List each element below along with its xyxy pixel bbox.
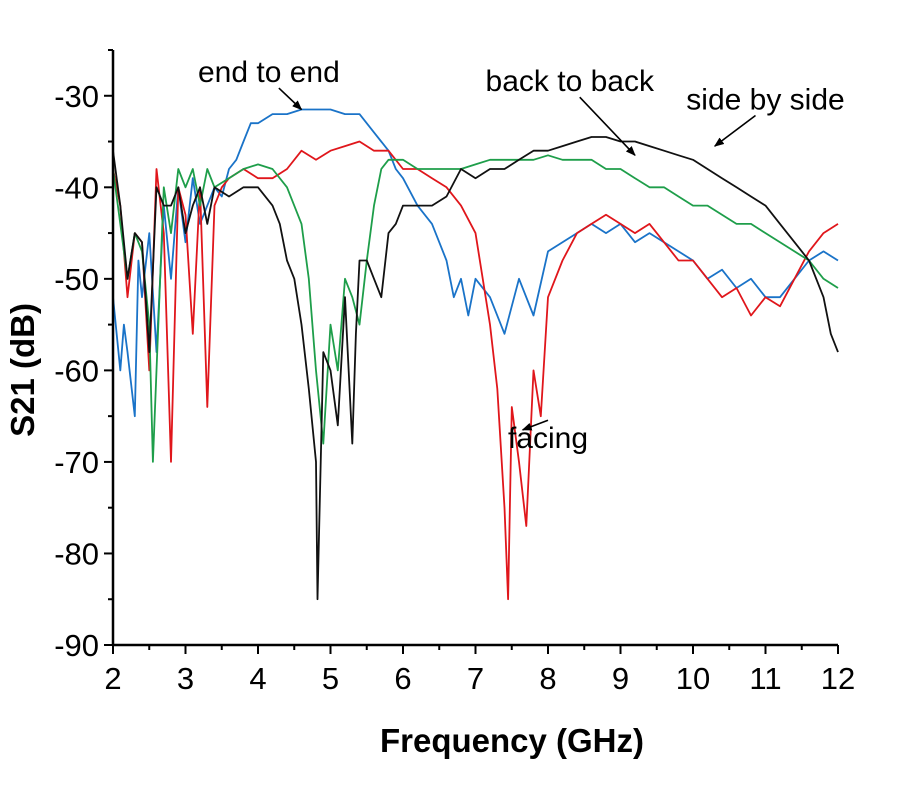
x-tick-label: 8: [539, 661, 556, 696]
y-tick-label: -30: [54, 79, 99, 114]
labels-layer: Frequency (GHz) S21 (dB): [4, 303, 644, 759]
annotation-arrow-2: [579, 96, 636, 156]
series-line-1: [112, 108, 839, 418]
annotation-layer: end to end back to back side by side facing: [198, 56, 845, 455]
y-axis-title: S21 (dB): [4, 303, 41, 437]
annotation-arrow-3: [713, 114, 756, 147]
y-tick-label: -40: [54, 170, 99, 205]
y-tick-label: -70: [54, 445, 99, 480]
x-tick-label: 10: [676, 661, 710, 696]
annotation-label-3: side by side: [686, 84, 844, 117]
x-tick-label: 7: [467, 661, 484, 696]
annotation-label-1: end to end: [198, 56, 340, 89]
y-tick-label: -80: [54, 536, 99, 571]
x-tick-label: 5: [322, 661, 339, 696]
series-layer: [112, 108, 839, 601]
x-tick-label: 12: [821, 661, 855, 696]
x-tick-label: 6: [394, 661, 411, 696]
y-tick-label: -50: [54, 262, 99, 297]
annotation-label-2: back to back: [486, 65, 655, 98]
x-tick-label: 4: [249, 661, 266, 696]
annotation-arrow-1: [278, 87, 303, 111]
annotation-arrow-4: [521, 419, 549, 431]
x-tick-label: 2: [104, 661, 121, 696]
x-tick-label: 3: [177, 661, 194, 696]
y-tick-label: -60: [54, 353, 99, 388]
y-tick-label: -90: [54, 628, 99, 663]
x-tick-label: 9: [612, 661, 629, 696]
annotation-label-4: facing: [508, 422, 588, 455]
axes-layer: 2 3 4 5 6 7 8 9 10 11 12 -90 -80 -70 -60 -50 -40 -30: [54, 49, 855, 696]
x-tick-label: 11: [749, 661, 781, 696]
series-line-3: [112, 154, 839, 463]
series-line-2: [112, 140, 839, 601]
x-axis-title: Frequency (GHz): [380, 722, 644, 759]
series-line-4: [112, 136, 839, 601]
